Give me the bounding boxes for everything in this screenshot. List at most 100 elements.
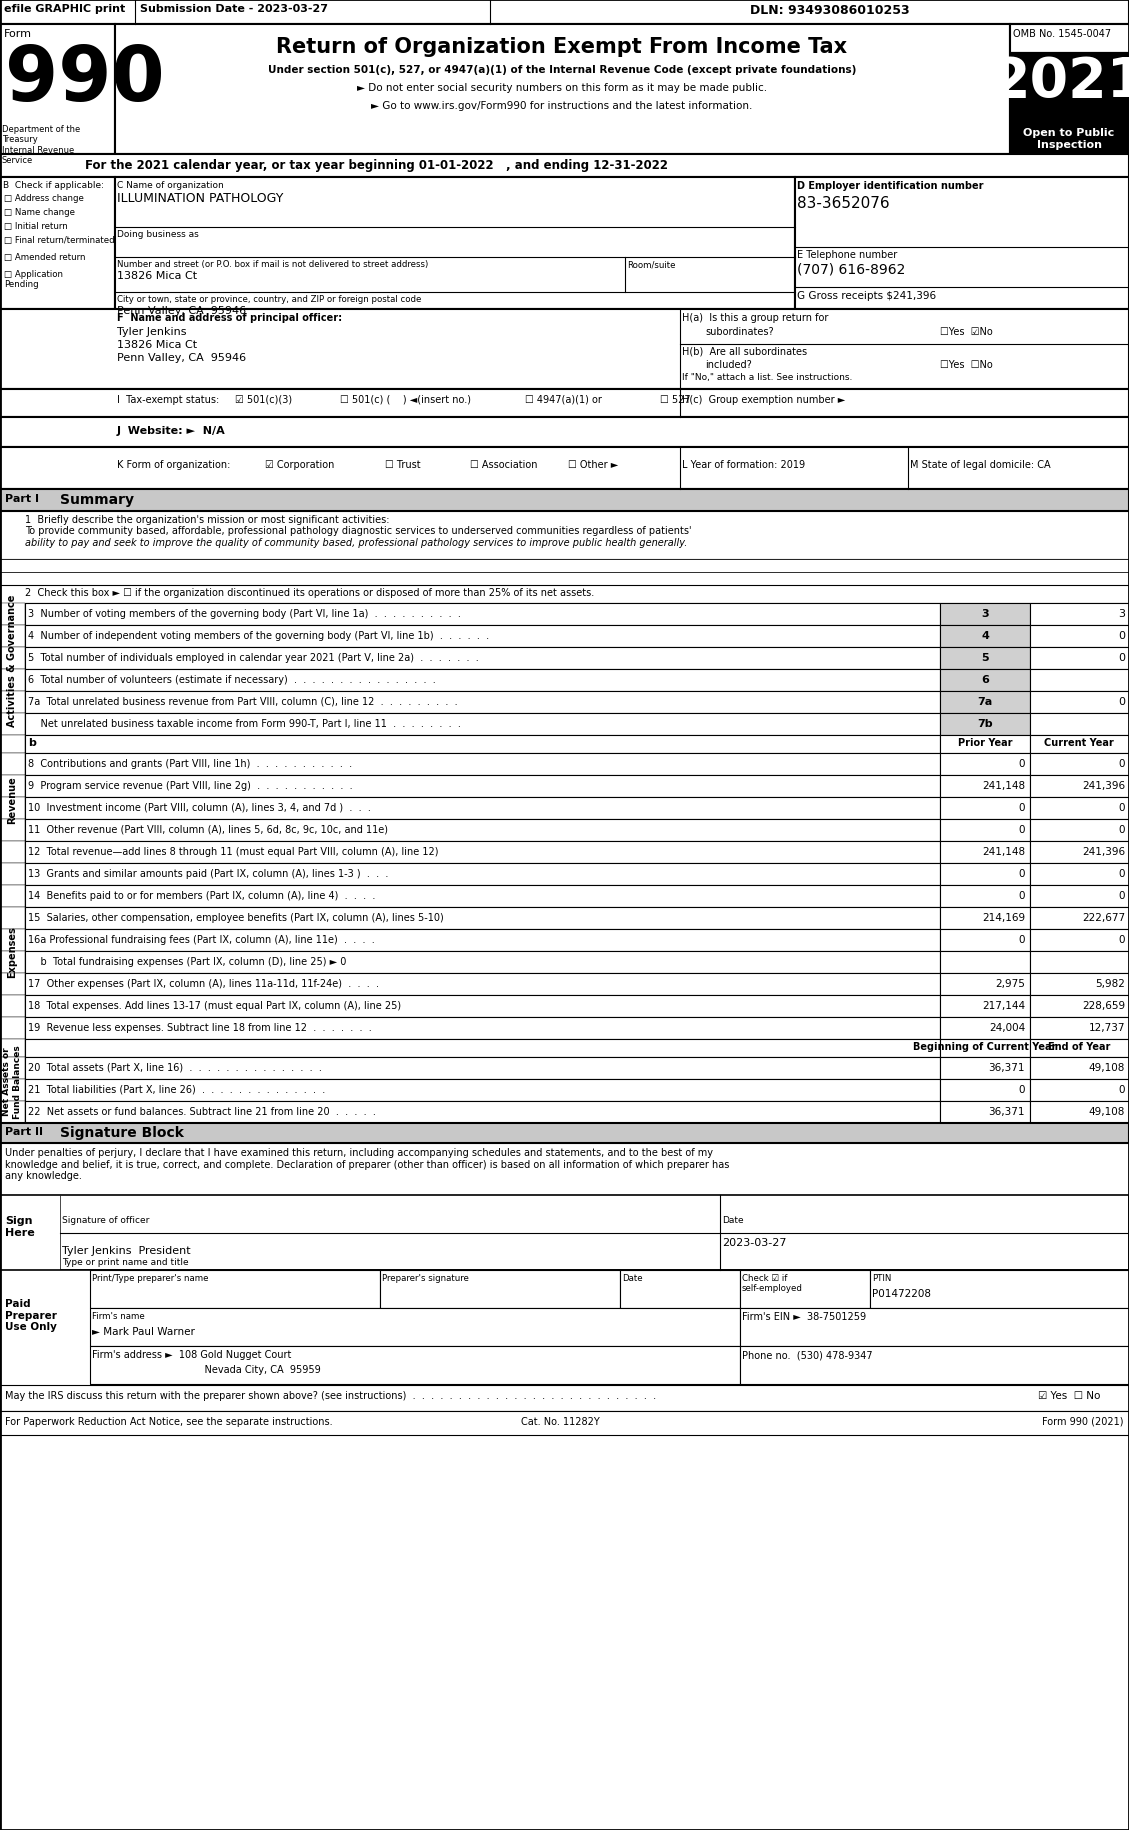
- Bar: [1030, 670, 1129, 692]
- Bar: [25, 886, 940, 908]
- Text: □ Name change: □ Name change: [5, 209, 75, 218]
- Text: Revenue: Revenue: [7, 776, 17, 824]
- Bar: [380, 1270, 620, 1308]
- Bar: [25, 754, 940, 776]
- Bar: [1010, 26, 1129, 53]
- Bar: [940, 754, 1030, 776]
- Bar: [1030, 864, 1129, 886]
- Text: ☐ 501(c) (    ) ◄(insert no.): ☐ 501(c) ( ) ◄(insert no.): [340, 395, 471, 404]
- Text: End of Year: End of Year: [1048, 1041, 1110, 1052]
- Bar: [25, 820, 940, 842]
- Bar: [1030, 1080, 1129, 1102]
- Text: □ Application
Pending: □ Application Pending: [5, 269, 63, 289]
- Text: ► Go to www.irs.gov/Form990 for instructions and the latest information.: ► Go to www.irs.gov/Form990 for instruct…: [371, 101, 753, 112]
- Bar: [0, 1195, 60, 1270]
- Text: Firm's EIN ►  38-7501259: Firm's EIN ► 38-7501259: [742, 1312, 866, 1321]
- Bar: [1030, 886, 1129, 908]
- Text: Nevada City, CA  95959: Nevada City, CA 95959: [91, 1363, 321, 1374]
- Text: 241,148: 241,148: [982, 781, 1025, 791]
- Text: Cat. No. 11282Y: Cat. No. 11282Y: [520, 1416, 599, 1426]
- Bar: [0, 714, 25, 736]
- Bar: [25, 996, 940, 1017]
- Text: (707) 616-8962: (707) 616-8962: [797, 262, 905, 276]
- Text: □ Initial return: □ Initial return: [5, 221, 68, 231]
- Bar: [1010, 124, 1129, 156]
- Text: 83-3652076: 83-3652076: [797, 196, 890, 210]
- Text: H(a)  Is this a group return for: H(a) Is this a group return for: [682, 313, 829, 322]
- Bar: [25, 736, 940, 754]
- Text: Check ☑ if
self-employed: Check ☑ if self-employed: [742, 1274, 803, 1292]
- Bar: [1030, 952, 1129, 974]
- Bar: [0, 26, 115, 156]
- Text: P01472208: P01472208: [872, 1288, 931, 1297]
- Text: 0: 0: [1018, 803, 1025, 813]
- Bar: [0, 626, 25, 648]
- Bar: [739, 1270, 870, 1308]
- Bar: [1030, 820, 1129, 842]
- Text: b: b: [28, 737, 36, 748]
- Text: 0: 0: [1018, 1085, 1025, 1094]
- Text: City or town, state or province, country, and ZIP or foreign postal code: City or town, state or province, country…: [117, 295, 421, 304]
- Text: PTIN: PTIN: [872, 1274, 892, 1283]
- Text: 0: 0: [1119, 869, 1124, 878]
- Text: Number and street (or P.O. box if mail is not delivered to street address): Number and street (or P.O. box if mail i…: [117, 260, 428, 269]
- Text: Signature of officer: Signature of officer: [62, 1215, 149, 1224]
- Text: 0: 0: [1119, 803, 1124, 813]
- Text: ☐ Trust: ☐ Trust: [385, 459, 421, 470]
- Text: 217,144: 217,144: [982, 1001, 1025, 1010]
- Text: Part I: Part I: [5, 494, 40, 503]
- Bar: [25, 1017, 940, 1039]
- Bar: [1030, 996, 1129, 1017]
- Bar: [940, 648, 1030, 670]
- Text: ☑ Corporation: ☑ Corporation: [265, 459, 334, 470]
- Text: 5,982: 5,982: [1095, 979, 1124, 988]
- Text: Under section 501(c), 527, or 4947(a)(1) of the Internal Revenue Code (except pr: Under section 501(c), 527, or 4947(a)(1)…: [268, 64, 856, 75]
- Bar: [115, 26, 1010, 156]
- Bar: [1030, 776, 1129, 798]
- Text: 14  Benefits paid to or for members (Part IX, column (A), line 4)  .  .  .  .: 14 Benefits paid to or for members (Part…: [28, 891, 375, 900]
- Bar: [940, 1039, 1030, 1058]
- Bar: [0, 1102, 25, 1124]
- Bar: [0, 776, 25, 798]
- Text: H(c)  Group exemption number ►: H(c) Group exemption number ►: [682, 395, 846, 404]
- Bar: [940, 886, 1030, 908]
- Text: G Gross receipts $241,396: G Gross receipts $241,396: [797, 291, 936, 300]
- Text: Penn Valley, CA  95946: Penn Valley, CA 95946: [117, 353, 246, 362]
- Bar: [940, 908, 1030, 930]
- Bar: [0, 390, 1129, 417]
- Text: Open to Public
Inspection: Open to Public Inspection: [1023, 128, 1114, 150]
- Bar: [25, 1080, 940, 1102]
- Bar: [1030, 604, 1129, 626]
- Text: ☐Yes  ☑No: ☐Yes ☑No: [940, 328, 992, 337]
- Bar: [25, 974, 940, 996]
- Bar: [25, 670, 940, 692]
- Text: Room/suite: Room/suite: [627, 260, 675, 269]
- Bar: [25, 930, 940, 952]
- Text: □ Address change: □ Address change: [5, 194, 84, 203]
- Bar: [940, 604, 1030, 626]
- Text: ► Mark Paul Warner: ► Mark Paul Warner: [91, 1327, 195, 1336]
- Text: ☑ Yes  ☐ No: ☑ Yes ☐ No: [1038, 1391, 1100, 1400]
- Bar: [0, 1080, 25, 1102]
- Text: 13  Grants and similar amounts paid (Part IX, column (A), lines 1-3 )  .  .  .: 13 Grants and similar amounts paid (Part…: [28, 869, 388, 878]
- Bar: [0, 560, 1129, 573]
- Bar: [0, 1058, 25, 1080]
- Text: 2  Check this box ► ☐ if the organization discontinued its operations or dispose: 2 Check this box ► ☐ if the organization…: [25, 587, 594, 598]
- Bar: [0, 820, 25, 842]
- Bar: [1010, 53, 1129, 124]
- Text: Firm's address ►  108 Gold Nugget Court: Firm's address ► 108 Gold Nugget Court: [91, 1349, 291, 1360]
- Bar: [870, 1270, 1129, 1308]
- Text: subordinates?: subordinates?: [704, 328, 773, 337]
- Bar: [25, 798, 940, 820]
- Text: 21  Total liabilities (Part X, line 26)  .  .  .  .  .  .  .  .  .  .  .  .  .  : 21 Total liabilities (Part X, line 26) .…: [28, 1085, 325, 1094]
- Text: Submission Date - 2023-03-27: Submission Date - 2023-03-27: [140, 4, 329, 15]
- Bar: [25, 714, 940, 736]
- Text: Print/Type preparer's name: Print/Type preparer's name: [91, 1274, 209, 1283]
- Text: Prior Year: Prior Year: [957, 737, 1013, 748]
- Text: 1  Briefly describe the organization's mission or most significant activities:: 1 Briefly describe the organization's mi…: [25, 514, 390, 525]
- Bar: [0, 1017, 25, 1039]
- Text: Doing business as: Doing business as: [117, 231, 199, 240]
- Bar: [940, 864, 1030, 886]
- Bar: [0, 864, 25, 886]
- Text: 24,004: 24,004: [989, 1023, 1025, 1032]
